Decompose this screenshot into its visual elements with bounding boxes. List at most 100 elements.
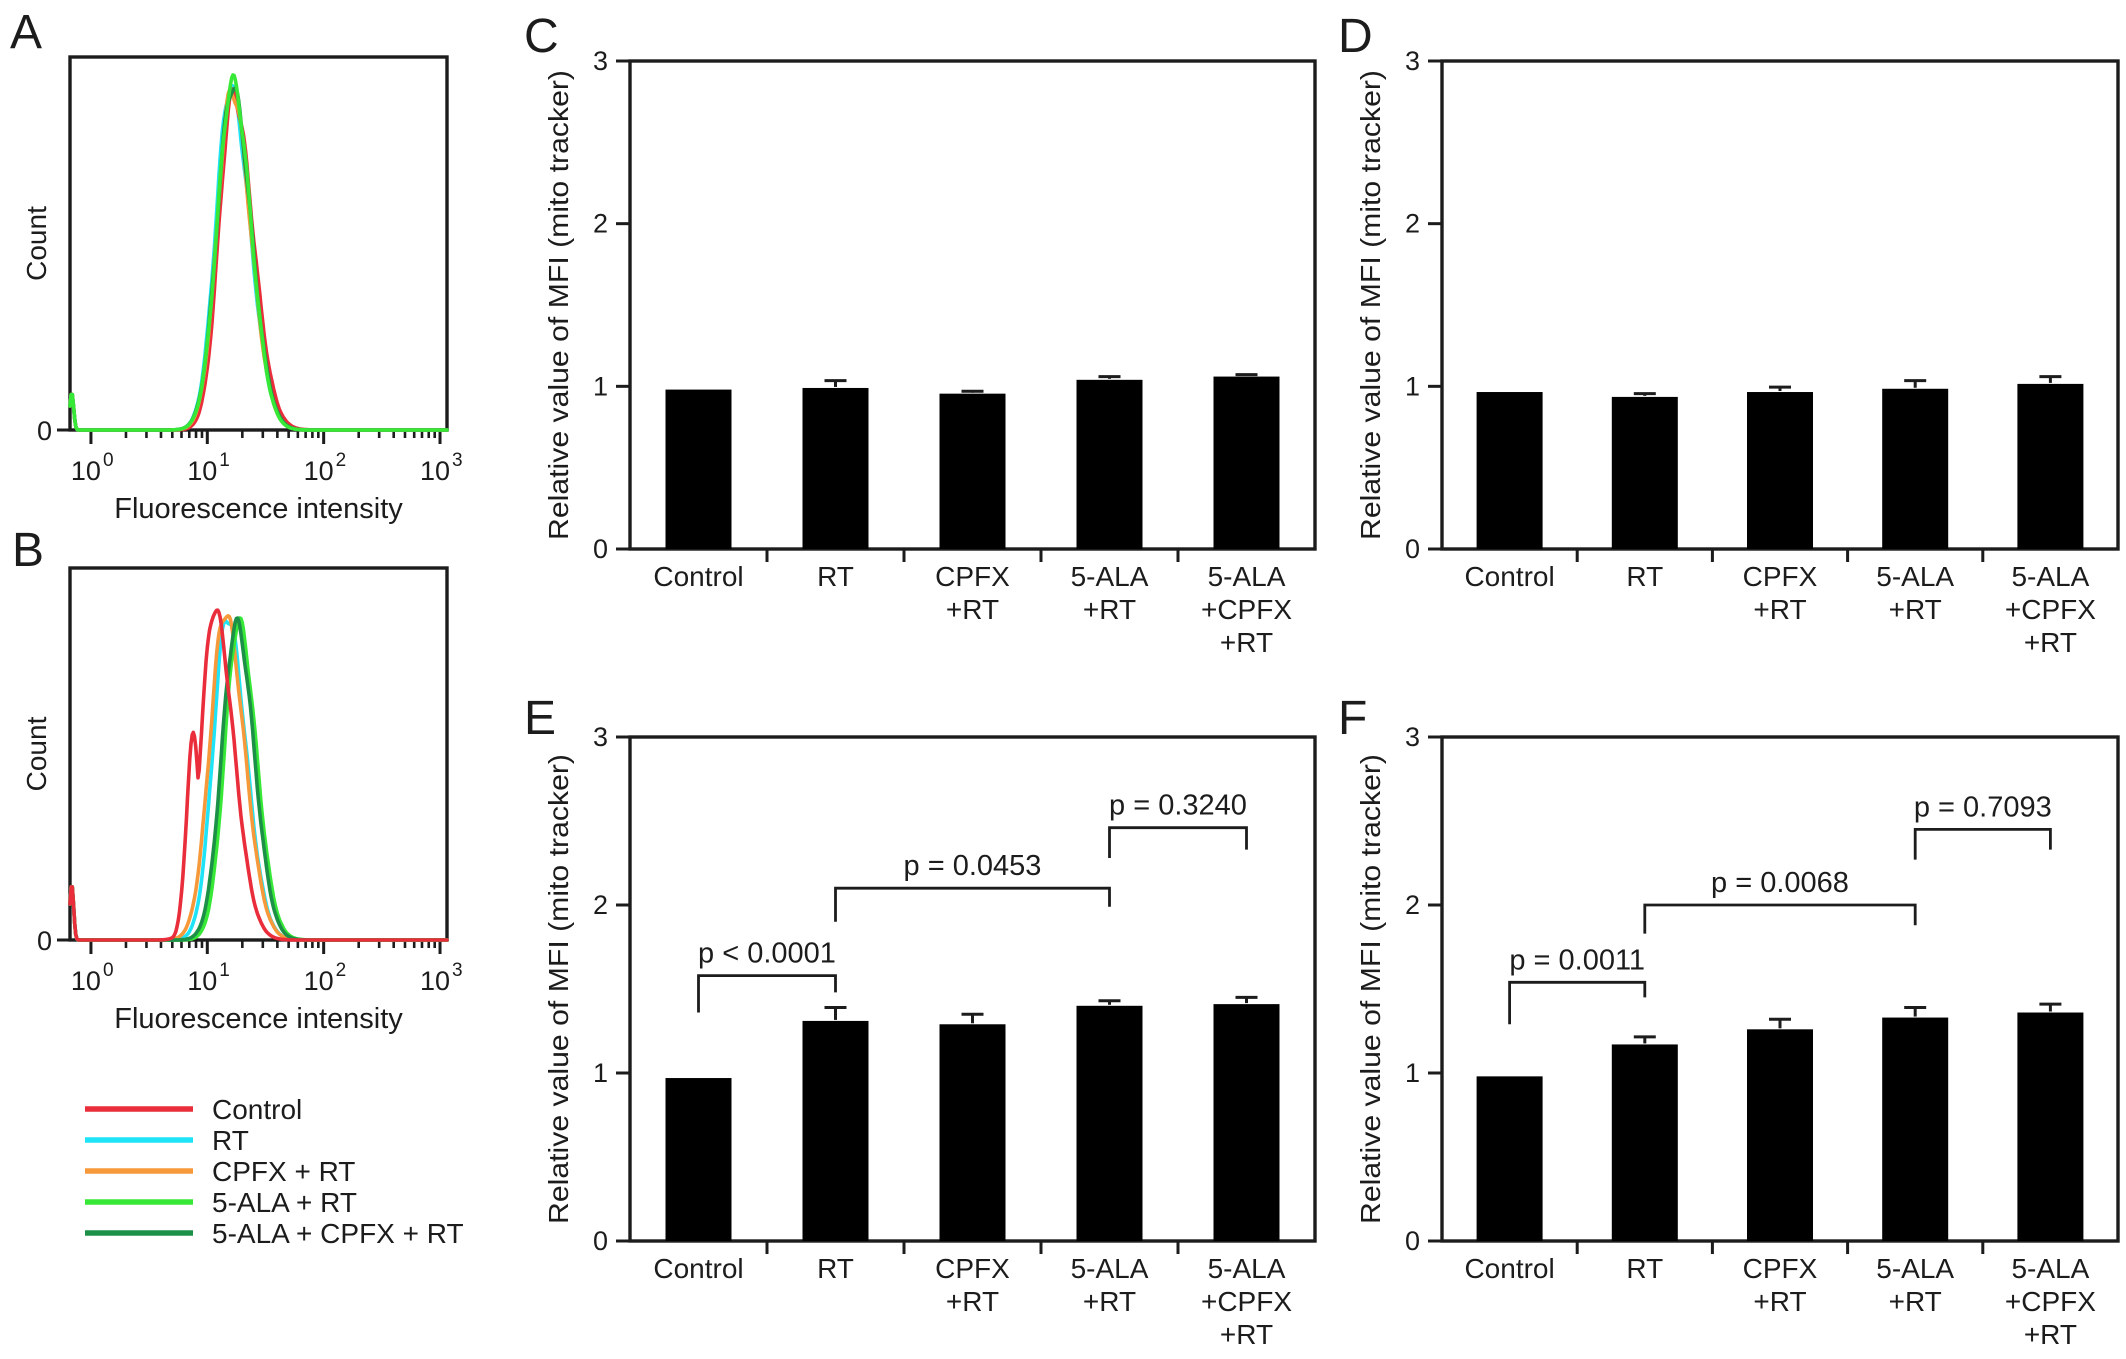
y-tick-label: 1 <box>593 1058 608 1088</box>
legend-item-5-ala-cpfx-rt: 5-ALA + CPFX + RT <box>85 1218 464 1249</box>
bar-control-0 <box>1476 392 1543 549</box>
category-label: Control <box>1464 1253 1554 1284</box>
category-label: +CPFX <box>2005 1286 2096 1317</box>
y-axis-label: Relative value of MFI (mito tracker) <box>543 754 574 1224</box>
y-tick-label: 2 <box>593 209 608 239</box>
significance-label: p = 0.7093 <box>1914 791 2052 823</box>
y-tick-label: 1 <box>1405 1058 1420 1088</box>
x-tick-label-base: 10 <box>187 966 217 996</box>
y-tick-label: 1 <box>1405 371 1420 401</box>
bar-rt-1 <box>802 387 869 549</box>
legend-label: Control <box>212 1094 302 1125</box>
bar-5-ala-4 <box>1213 1004 1280 1241</box>
category-label: +RT <box>1083 594 1136 625</box>
x-tick-label-base: 10 <box>187 456 217 486</box>
hist-curve-5-ala-rt <box>68 73 449 432</box>
bar-cpfx-2 <box>1747 392 1813 549</box>
x-tick-label-exponent: 2 <box>336 450 347 471</box>
y-axis-label: Relative value of MFI (mito tracker) <box>543 70 574 540</box>
y-axis-label: Count <box>21 716 52 791</box>
panel-c: C 0 1 2 3 Relative value of MFI (mito tracker… <box>524 10 1317 658</box>
legend-item-cpfx-rt: CPFX + RT <box>85 1156 355 1187</box>
bar-5-ala-4 <box>2017 1012 2084 1241</box>
category-label: RT <box>817 561 854 592</box>
bar-5-ala-3 <box>1076 379 1143 549</box>
category-label: Control <box>1464 561 1554 592</box>
x-tick-label-base: 10 <box>304 456 334 486</box>
category-label: 5-ALA <box>2011 1253 2089 1284</box>
category-label: +CPFX <box>1201 1286 1292 1317</box>
x-tick-label-base: 10 <box>304 966 334 996</box>
bar-rt-1 <box>1611 1044 1678 1241</box>
significance-bracket <box>1508 980 1647 1025</box>
bar-cpfx-2 <box>939 1024 1006 1241</box>
y-tick-label: 3 <box>1405 46 1420 76</box>
category-label: +RT <box>1889 594 1942 625</box>
bar-control-0 <box>665 1078 732 1241</box>
plot-box <box>68 566 449 942</box>
y-axis-label: Count <box>21 206 52 281</box>
panel-label-a: A <box>10 6 42 59</box>
category-label: RT <box>817 1253 854 1284</box>
y-tick-label: 3 <box>593 722 608 752</box>
x-tick-label-exponent: 0 <box>103 960 114 981</box>
x-axis-label: Fluorescence intensity <box>114 1003 403 1035</box>
category-label: +CPFX <box>1201 594 1292 625</box>
x-tick-label-exponent: 1 <box>219 450 230 471</box>
y-tick-label: 0 <box>593 534 608 564</box>
bar-control-0 <box>665 389 732 549</box>
category-label: 5-ALA <box>1071 1253 1149 1284</box>
y-tick-label: 0 <box>1405 1226 1420 1256</box>
category-label: +RT <box>1220 627 1273 658</box>
panel-label-b: B <box>12 524 44 577</box>
legend-item-rt: RT <box>85 1125 249 1156</box>
category-label: 5-ALA <box>1208 1253 1286 1284</box>
category-label: RT <box>1626 561 1663 592</box>
x-tick-label-base: 10 <box>420 966 450 996</box>
hist-curve-control <box>68 608 449 942</box>
bar-rt-1 <box>1611 396 1678 549</box>
panel-label-e: E <box>524 692 556 745</box>
bar-5-ala-4 <box>2017 383 2084 549</box>
x-tick-label-exponent: 1 <box>219 960 230 981</box>
legend-label: CPFX + RT <box>212 1156 355 1187</box>
category-label: +RT <box>2024 627 2077 658</box>
panel-label-d: D <box>1338 10 1373 63</box>
bar-5-ala-4 <box>1213 376 1280 549</box>
y-tick-label: 0 <box>37 926 52 956</box>
panel-d: D 0 1 2 3 Relative value of MFI (mito tracker… <box>1338 10 2120 658</box>
y-tick-label: 0 <box>37 416 52 446</box>
bar-5-ala-3 <box>1882 1017 1949 1241</box>
category-label: Control <box>653 1253 743 1284</box>
significance-bracket <box>1643 903 1917 934</box>
x-axis-label: Fluorescence intensity <box>114 493 403 525</box>
y-tick-label: 3 <box>593 46 608 76</box>
significance-bracket <box>1913 828 2052 860</box>
category-label: 5-ALA <box>1071 561 1149 592</box>
y-tick-label: 2 <box>1405 209 1420 239</box>
significance-bracket <box>834 886 1111 922</box>
legend-item-control: Control <box>85 1094 302 1125</box>
significance-label: p = 0.3240 <box>1109 790 1247 822</box>
x-tick-label-exponent: 0 <box>103 450 114 471</box>
significance-bracket <box>697 974 837 1013</box>
y-axis-label: Relative value of MFI (mito tracker) <box>1355 70 1386 540</box>
category-label: 5-ALA <box>2011 561 2089 592</box>
significance-label: p = 0.0011 <box>1509 944 1645 976</box>
significance-label: p < 0.0001 <box>698 938 836 970</box>
x-tick-label-exponent: 3 <box>452 960 463 981</box>
category-label: +RT <box>1753 1286 1806 1317</box>
category-label: CPFX <box>935 1253 1010 1284</box>
panel-f: F 0 1 2 3 Relative value of MFI (mito tracker… <box>1338 692 2120 1350</box>
category-label: 5-ALA <box>1208 561 1286 592</box>
category-label: +RT <box>1889 1286 1942 1317</box>
legend-item-5-ala-rt: 5-ALA + RT <box>85 1187 357 1218</box>
bar-cpfx-2 <box>939 393 1006 549</box>
category-label: 5-ALA <box>1876 1253 1954 1284</box>
y-tick-label: 0 <box>1405 534 1420 564</box>
panel-e: E 0 1 2 3 Relative value of MFI (mito tracker… <box>524 692 1317 1350</box>
